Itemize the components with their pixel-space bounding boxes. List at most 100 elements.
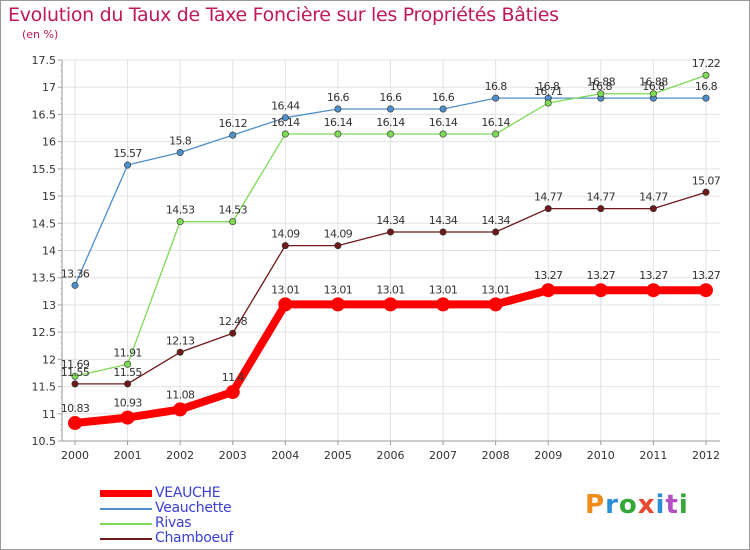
data-point-veauche	[593, 283, 608, 298]
data-point-rivas	[176, 218, 184, 226]
data-label-veauche: 13.01	[481, 283, 510, 296]
logo-letter: P	[585, 490, 606, 520]
data-label-veauchette: 16.8	[695, 80, 718, 93]
y-tick-label: 10.5	[32, 435, 57, 448]
data-point-chamboeuf	[597, 205, 605, 213]
data-label-veauchette: 16.6	[327, 91, 350, 104]
y-tick-label: 17	[42, 81, 56, 94]
data-point-rivas	[702, 71, 710, 79]
data-label-chamboeuf: 14.77	[534, 191, 563, 204]
y-tick-label: 11.5	[32, 381, 57, 394]
data-point-veauche	[120, 410, 135, 425]
data-label-veauchette: 16.6	[379, 91, 402, 104]
data-label-chamboeuf: 15.07	[692, 174, 721, 187]
logo-letter: t	[665, 490, 679, 520]
proxiti-logo: Proxiti	[585, 490, 689, 520]
data-point-veauchette	[439, 105, 447, 113]
data-label-veauchette: 16.8	[642, 80, 665, 93]
data-label-chamboeuf: 14.77	[639, 191, 668, 204]
x-tick-label: 2009	[534, 449, 562, 462]
data-point-rivas	[649, 90, 657, 98]
legend-label: VEAUCHE	[155, 485, 221, 501]
data-point-rivas	[71, 372, 79, 380]
data-point-chamboeuf	[334, 242, 342, 250]
data-label-rivas: 17.22	[692, 57, 721, 70]
data-point-veauchette	[334, 105, 342, 113]
data-point-chamboeuf	[649, 205, 657, 213]
legend-swatch	[100, 507, 152, 510]
data-point-veauche	[330, 297, 345, 312]
data-point-veauche	[698, 283, 713, 298]
data-label-chamboeuf: 14.09	[324, 228, 353, 241]
y-tick-label: 14	[42, 245, 56, 258]
y-tick-label: 12.5	[32, 326, 57, 339]
data-point-veauchette	[702, 94, 710, 102]
data-point-veauche	[646, 283, 661, 298]
data-label-rivas: 14.53	[218, 204, 247, 217]
data-label-veauche: 13.27	[692, 269, 721, 282]
data-label-veauchette: 16.8	[537, 80, 560, 93]
data-point-veauche	[173, 402, 188, 417]
data-point-veauche	[225, 385, 240, 400]
y-tick-label: 13.5	[32, 272, 57, 285]
y-tick-label: 15.5	[32, 163, 57, 176]
data-label-chamboeuf: 14.34	[481, 214, 510, 227]
data-point-chamboeuf	[281, 242, 289, 250]
data-point-veauchette	[71, 281, 79, 289]
data-point-chamboeuf	[439, 228, 447, 236]
data-point-rivas	[544, 99, 552, 107]
logo-letter: o	[618, 490, 638, 520]
data-label-veauchette: 16.44	[271, 100, 300, 113]
data-label-rivas: 16.88	[639, 76, 668, 89]
x-tick-label: 2004	[271, 449, 299, 462]
y-tick-label: 14.5	[32, 217, 57, 230]
data-point-rivas	[439, 130, 447, 138]
data-point-rivas	[386, 130, 394, 138]
data-label-rivas: 16.14	[376, 116, 405, 129]
data-label-chamboeuf: 12.48	[218, 315, 247, 328]
data-point-veauche	[541, 283, 556, 298]
data-point-veauchette	[124, 161, 132, 169]
data-label-veauchette: 15.8	[169, 135, 192, 148]
unit-label: (en %)	[22, 28, 59, 41]
data-label-rivas: 16.14	[481, 116, 510, 129]
legend-label: Veauchette	[155, 500, 232, 516]
data-point-chamboeuf	[544, 205, 552, 213]
data-point-chamboeuf	[124, 380, 132, 388]
data-label-rivas: 16.14	[324, 116, 353, 129]
legend-label: Rivas	[155, 515, 192, 531]
data-label-veauchette: 16.6	[432, 91, 455, 104]
data-label-chamboeuf: 11.55	[113, 366, 142, 379]
x-tick-label: 2000	[61, 449, 89, 462]
data-point-chamboeuf	[229, 329, 237, 337]
data-point-veauchette	[176, 149, 184, 157]
data-point-chamboeuf	[386, 228, 394, 236]
x-tick-label: 2001	[114, 449, 142, 462]
x-tick-label: 2002	[166, 449, 194, 462]
data-label-veauche: 13.01	[271, 283, 300, 296]
data-label-veauche: 11.08	[166, 388, 195, 401]
data-point-chamboeuf	[702, 188, 710, 196]
x-tick-label: 2003	[219, 449, 247, 462]
logo-letter: i	[678, 490, 689, 520]
x-tick-label: 2007	[429, 449, 457, 462]
y-tick-label: 13	[42, 299, 56, 312]
data-label-veauche: 13.01	[376, 283, 405, 296]
data-label-rivas: 16.71	[534, 85, 563, 98]
data-label-veauche: 13.27	[534, 269, 563, 282]
data-label-rivas: 11.91	[113, 346, 142, 359]
data-label-veauche: 13.27	[587, 269, 616, 282]
y-tick-label: 16.5	[32, 108, 57, 121]
data-point-veauchette	[492, 94, 500, 102]
y-tick-label: 11	[42, 408, 56, 421]
x-tick-label: 2008	[482, 449, 510, 462]
legend-swatch	[100, 490, 152, 497]
data-label-chamboeuf: 11.55	[61, 366, 90, 379]
data-label-veauche: 10.93	[113, 397, 142, 410]
data-label-rivas: 16.14	[429, 116, 458, 129]
x-tick-label: 2010	[587, 449, 615, 462]
y-tick-label: 16	[42, 136, 56, 149]
data-point-veauche	[383, 297, 398, 312]
legend-swatch	[100, 522, 152, 525]
data-label-chamboeuf: 14.34	[376, 214, 405, 227]
